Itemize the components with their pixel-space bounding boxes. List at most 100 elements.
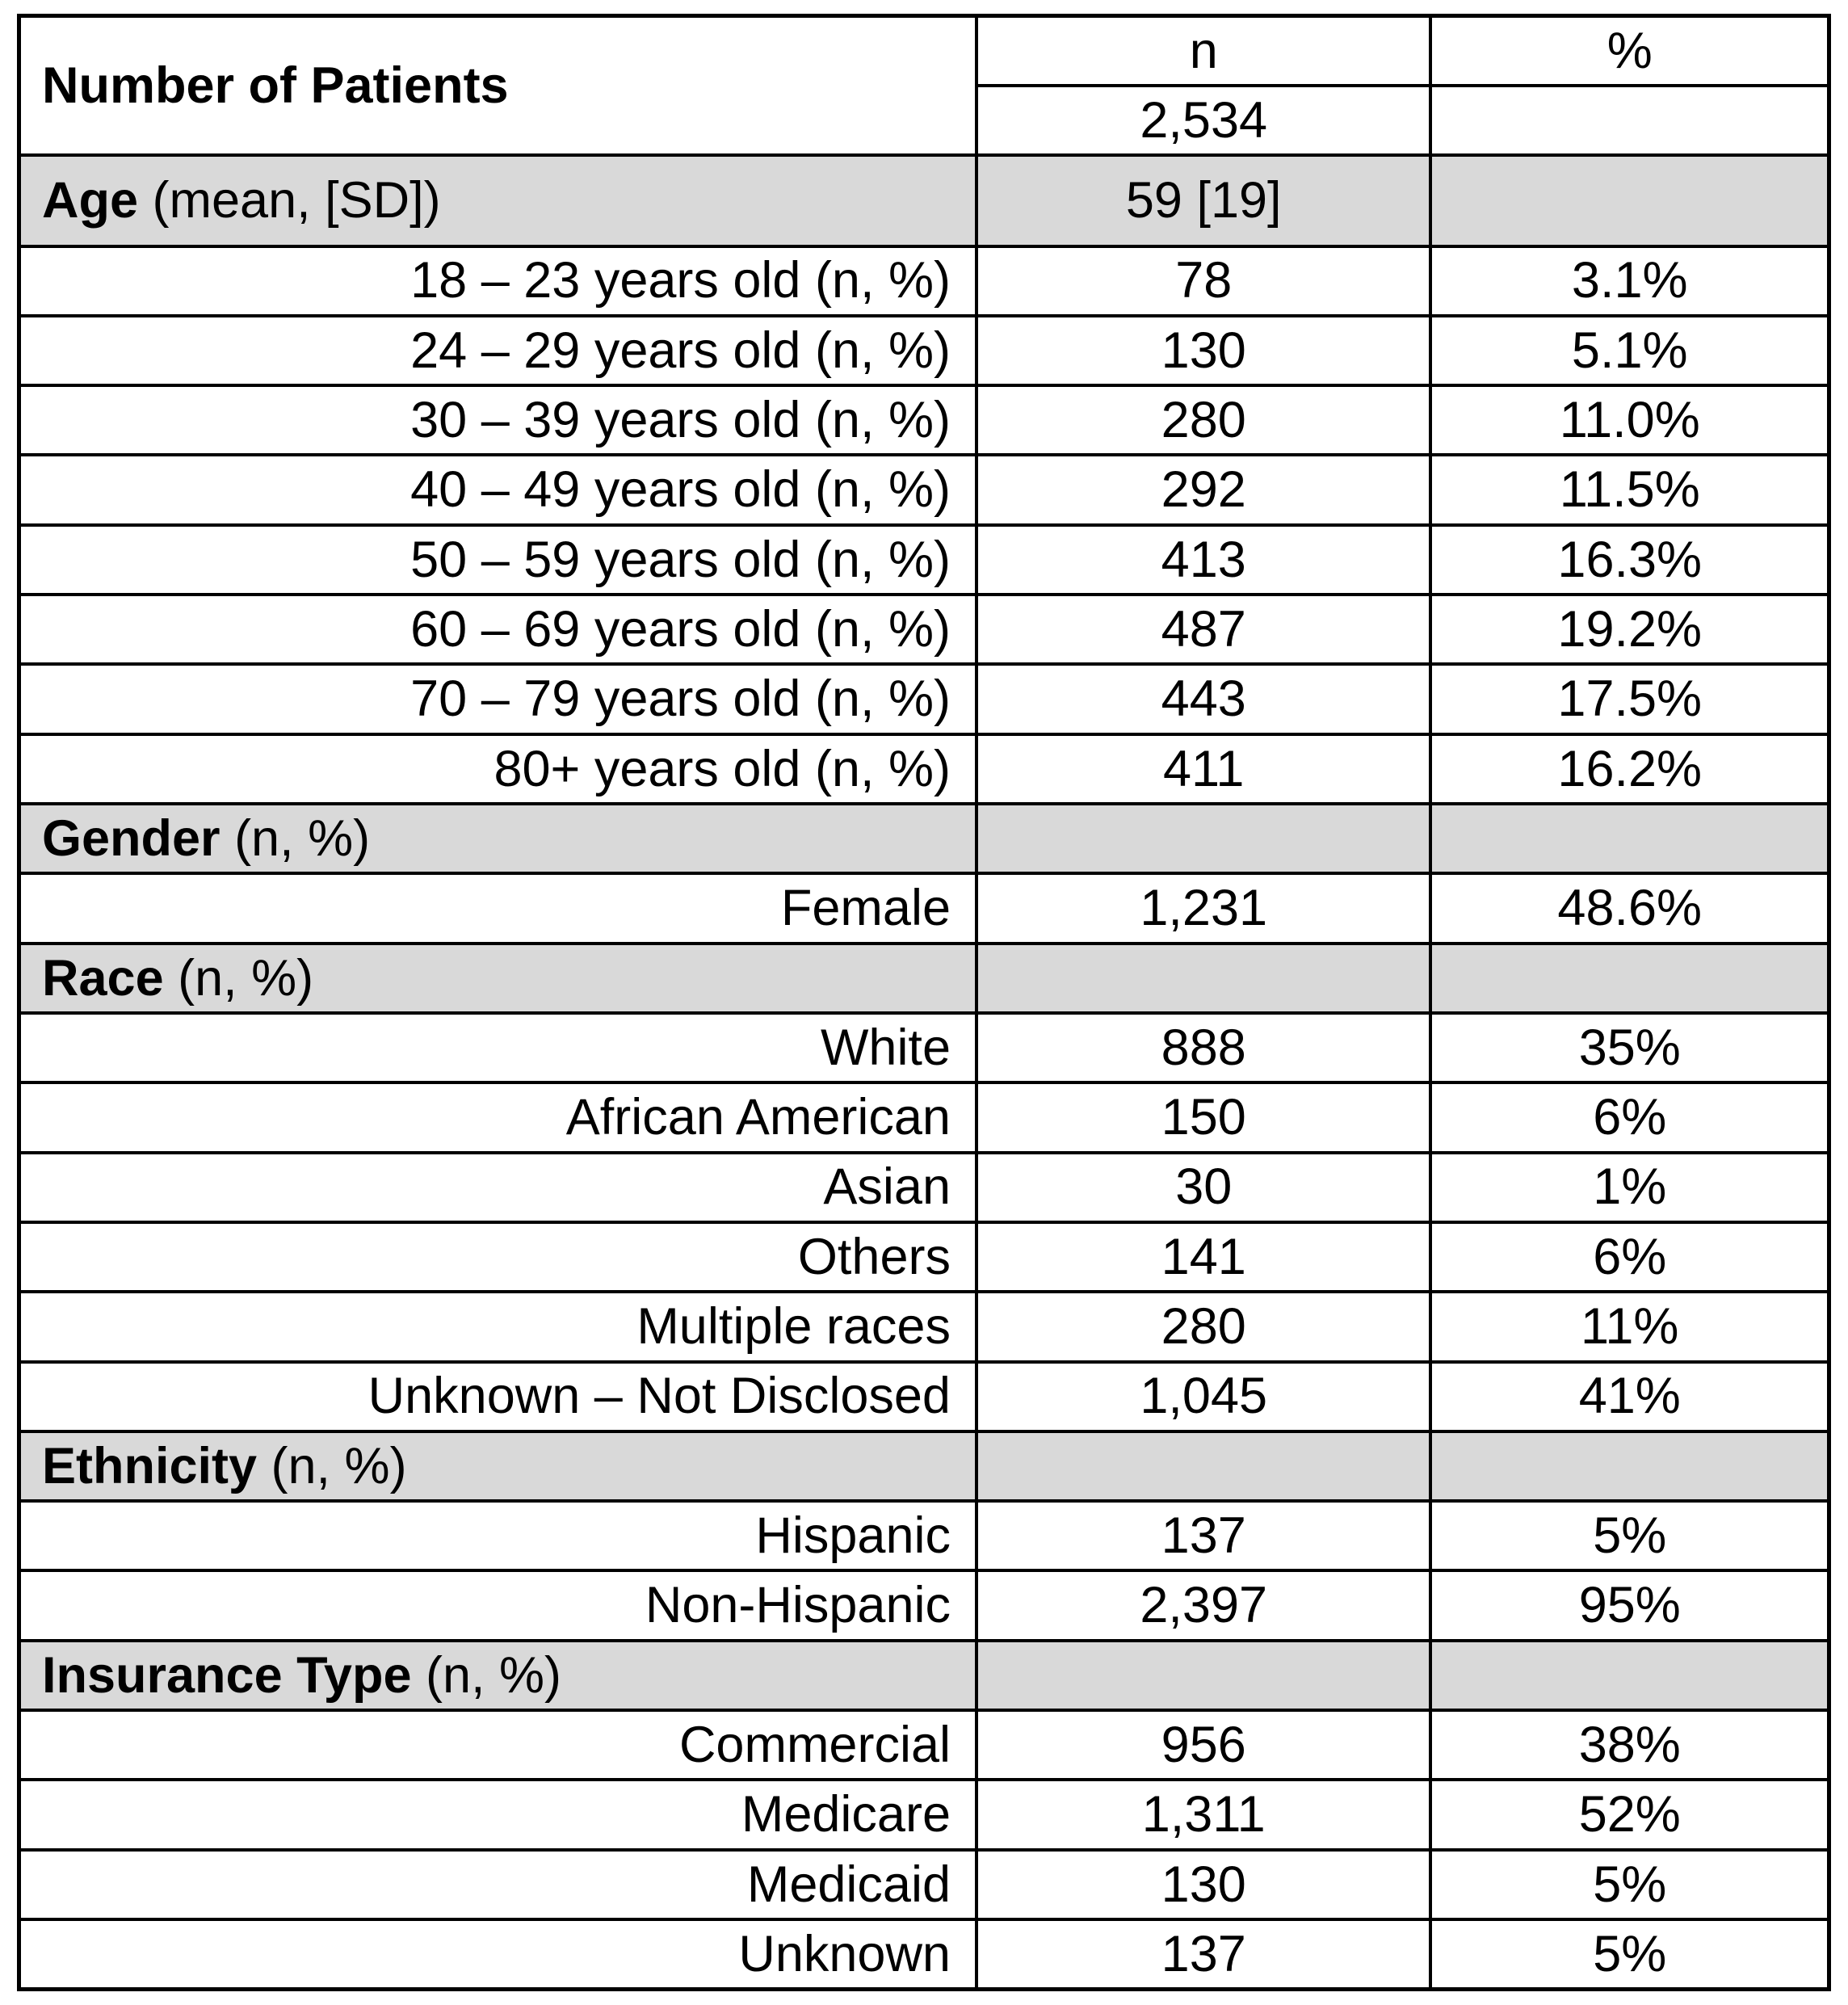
section-suffix: (n, %) (257, 1437, 407, 1494)
item-n-white: 888 (974, 1011, 1433, 1085)
item-row-50-59-years-old-n: 50 – 59 years old (n, %) 413 16.3% (17, 523, 1831, 597)
item-n-asian: 30 (974, 1150, 1433, 1224)
item-row-70-79-years-old-n: 70 – 79 years old (n, %) 443 17.5% (17, 662, 1831, 736)
item-pct-white: 35% (1429, 1011, 1831, 1085)
section-name: Age (42, 172, 139, 229)
item-pct-40-49-years-old-n: 11.5% (1429, 453, 1831, 527)
item-pct-female: 48.6% (1429, 872, 1831, 945)
section-n-cell-ethnicity (974, 1429, 1433, 1503)
item-n-70-79-years-old-n: 443 (974, 662, 1433, 736)
section-name: Gender (42, 809, 220, 867)
item-pct-commercial: 38% (1429, 1709, 1831, 1782)
item-row-white: White 888 35% (17, 1011, 1831, 1085)
patients-pct-cell (1429, 83, 1831, 158)
item-n-others: 141 (974, 1220, 1433, 1294)
item-pct-african-american: 6% (1429, 1081, 1831, 1154)
item-pct-24-29-years-old-n: 5.1% (1429, 313, 1831, 388)
item-n-80-years-old-n: 411 (974, 732, 1433, 806)
section-label-ethnicity: Ethnicity (n, %) (17, 1429, 978, 1503)
column-header-row: Number of Patients n % (17, 14, 1831, 158)
item-pct-50-59-years-old-n: 16.3% (1429, 523, 1831, 597)
item-n-non-hispanic: 2,397 (974, 1569, 1433, 1642)
item-pct-others: 6% (1429, 1220, 1831, 1294)
section-suffix: (n, %) (411, 1646, 562, 1704)
section-row-age: Age (mean, [SD]) 59 [19] (17, 153, 1831, 248)
item-label-multiple-races: Multiple races (17, 1290, 978, 1364)
section-pct-cell-gender (1429, 802, 1831, 876)
item-n-medicare: 1,311 (974, 1778, 1433, 1852)
item-pct-non-hispanic: 95% (1429, 1569, 1831, 1642)
item-row-asian: Asian 30 1% (17, 1150, 1831, 1224)
item-row-40-49-years-old-n: 40 – 49 years old (n, %) 292 11.5% (17, 453, 1831, 527)
section-n-cell-race (974, 941, 1433, 1015)
item-n-commercial: 956 (974, 1709, 1433, 1782)
section-suffix: (n, %) (163, 949, 314, 1007)
item-label-asian: Asian (17, 1150, 978, 1224)
item-n-hispanic: 137 (974, 1499, 1433, 1573)
item-label-medicare: Medicare (17, 1778, 978, 1852)
item-pct-hispanic: 5% (1429, 1499, 1831, 1573)
item-label-others: Others (17, 1220, 978, 1294)
item-label-70-79-years-old-n: 70 – 79 years old (n, %) (17, 662, 978, 736)
item-n-30-39-years-old-n: 280 (974, 384, 1433, 457)
item-row-others: Others 141 6% (17, 1220, 1831, 1294)
item-label-30-39-years-old-n: 30 – 39 years old (n, %) (17, 384, 978, 457)
section-n-cell-age: 59 [19] (974, 153, 1433, 248)
section-row-insurance-type: Insurance Type (n, %) (17, 1638, 1831, 1713)
item-n-african-american: 150 (974, 1081, 1433, 1154)
item-label-white: White (17, 1011, 978, 1085)
section-pct-cell-insurance-type (1429, 1638, 1831, 1713)
item-label-female: Female (17, 872, 978, 945)
table-body: Number of Patients n % 2,534 Age (mean, … (17, 14, 1831, 1991)
item-row-female: Female 1,231 48.6% (17, 872, 1831, 945)
item-label-60-69-years-old-n: 60 – 69 years old (n, %) (17, 593, 978, 666)
item-pct-18-23-years-old-n: 3.1% (1429, 244, 1831, 317)
item-row-medicare: Medicare 1,311 52% (17, 1778, 1831, 1852)
item-pct-asian: 1% (1429, 1150, 1831, 1224)
item-row-30-39-years-old-n: 30 – 39 years old (n, %) 280 11.0% (17, 384, 1831, 457)
item-row-60-69-years-old-n: 60 – 69 years old (n, %) 487 19.2% (17, 593, 1831, 666)
item-pct-unknown: 5% (1429, 1918, 1831, 1991)
item-row-non-hispanic: Non-Hispanic 2,397 95% (17, 1569, 1831, 1642)
section-label-insurance-type: Insurance Type (n, %) (17, 1638, 978, 1713)
item-n-medicaid: 130 (974, 1847, 1433, 1922)
item-pct-unknown-not-disclosed: 41% (1429, 1360, 1831, 1433)
section-suffix: (mean, [SD]) (138, 172, 441, 229)
section-row-race: Race (n, %) (17, 941, 1831, 1015)
item-pct-multiple-races: 11% (1429, 1290, 1831, 1364)
item-n-female: 1,231 (974, 872, 1433, 945)
item-pct-medicaid: 5% (1429, 1847, 1831, 1922)
item-label-unknown-not-disclosed: Unknown – Not Disclosed (17, 1360, 978, 1433)
item-row-unknown: Unknown 137 5% (17, 1918, 1831, 1991)
item-row-multiple-races: Multiple races 280 11% (17, 1290, 1831, 1364)
section-n-cell-gender (974, 802, 1433, 876)
section-name: Ethnicity (42, 1437, 258, 1494)
patients-total-row: 2,534 (19, 83, 1831, 158)
section-name: Race (42, 949, 164, 1007)
section-n-cell-insurance-type (974, 1638, 1433, 1713)
item-label-24-29-years-old-n: 24 – 29 years old (n, %) (17, 313, 978, 388)
section-pct-cell-age (1429, 153, 1831, 248)
item-label-medicaid: Medicaid (17, 1847, 978, 1922)
item-row-18-23-years-old-n: 18 – 23 years old (n, %) 78 3.1% (17, 244, 1831, 317)
section-label-age: Age (mean, [SD]) (17, 153, 978, 248)
section-pct-cell-race (1429, 941, 1831, 1015)
section-name: Insurance Type (42, 1646, 412, 1704)
item-row-commercial: Commercial 956 38% (17, 1709, 1831, 1782)
demographics-table: Number of Patients n % 2,534 Age (mean, … (17, 14, 1831, 1991)
item-row-hispanic: Hispanic 137 5% (17, 1499, 1831, 1573)
section-label-race: Race (n, %) (17, 941, 978, 1015)
item-label-80-years-old-n: 80+ years old (n, %) (17, 732, 978, 806)
item-n-60-69-years-old-n: 487 (974, 593, 1433, 666)
item-pct-60-69-years-old-n: 19.2% (1429, 593, 1831, 666)
col-header-pct: % (1429, 14, 1831, 87)
section-label-gender: Gender (n, %) (17, 802, 978, 876)
item-pct-30-39-years-old-n: 11.0% (1429, 384, 1831, 457)
col-header-n: n (974, 14, 1433, 87)
item-label-unknown: Unknown (17, 1918, 978, 1991)
item-row-african-american: African American 150 6% (17, 1081, 1831, 1154)
item-label-40-49-years-old-n: 40 – 49 years old (n, %) (17, 453, 978, 527)
item-row-80-years-old-n: 80+ years old (n, %) 411 16.2% (17, 732, 1831, 806)
section-row-ethnicity: Ethnicity (n, %) (17, 1429, 1831, 1503)
